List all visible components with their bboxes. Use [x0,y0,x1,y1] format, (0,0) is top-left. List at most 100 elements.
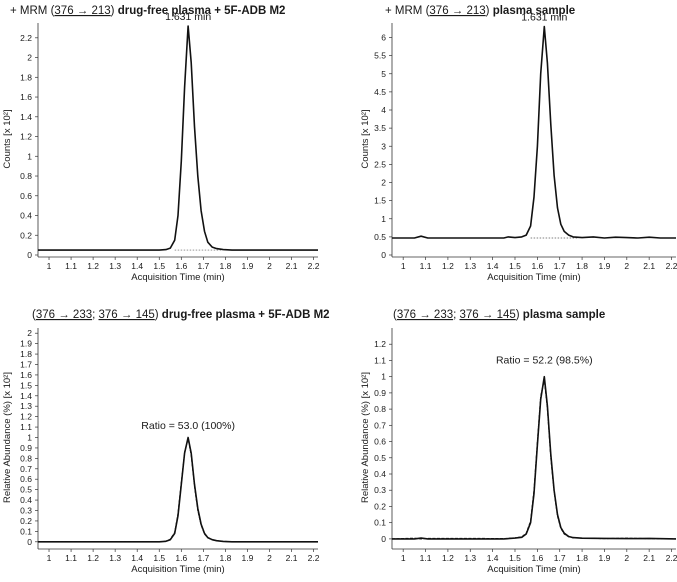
y-tick-label: 1.4 [20,391,32,401]
x-tick-label: 1.6 [531,553,543,563]
title-transition: 376 → 213 [54,5,110,17]
y-tick-label: 5 [381,69,386,79]
x-tick-label: 2 [624,553,629,563]
x-tick-label: 1.7 [554,261,566,271]
y-tick-label: 3 [381,141,386,151]
x-tick-label: 1 [47,261,52,271]
y-tick-label: 0 [27,250,32,260]
series-line-1 [392,375,677,540]
title-mid: ) [155,309,159,321]
y-tick-label: 0 [381,534,386,544]
x-tick-label: 1.9 [599,261,611,271]
y-tick-label: 0.2 [20,230,32,240]
x-tick-label: 1.6 [175,261,187,271]
chart-panel-3: (376 → 233; 376 → 145) drug-free plasma … [2,309,330,575]
y-tick-label: 1.5 [20,380,32,390]
title-transition: 376 → 213 [429,5,485,17]
y-tick-label: 2 [381,178,386,188]
y-tick-label: 0.1 [374,518,386,528]
y-tick-label: 0.9 [374,388,386,398]
title-separator: ; [453,309,459,321]
x-tick-label: 1.4 [131,553,143,563]
y-tick-label: 0.7 [374,420,386,430]
x-tick-label: 2.2 [666,261,677,271]
x-tick-label: 1 [401,261,406,271]
y-tick-label: 0 [381,250,386,260]
x-tick-label: 1 [47,553,52,563]
y-tick-label: 1 [27,433,32,443]
y-tick-label: 3.5 [374,123,386,133]
chart-panel-4: (376 → 233; 376 → 145) plasma sample 1 1.1… [360,309,677,575]
chart-panel-1: + MRM (376 → 213) drug-free plasma + 5F-… [2,5,320,283]
x-tick-label: 1.7 [197,553,209,563]
x-tick-label: 1.4 [487,261,499,271]
x-tick-label: 1.7 [197,261,209,271]
x-tick-label: 2.1 [286,553,298,563]
y-tick-label: 1.2 [20,132,32,142]
chart-title: (376 → 233; 376 → 145) plasma sample [393,309,605,321]
peak-annotation: Ratio = 53.0 (100%) [141,420,235,432]
x-tick-label: 1 [401,553,406,563]
y-tick-label: 1 [381,372,386,382]
title-transition-2: 376 → 145 [460,309,516,321]
x-tick-label: 2.1 [286,261,298,271]
y-tick-label: 0.6 [374,437,386,447]
y-tick-label: 0 [27,537,32,547]
x-tick-label: 1.1 [65,261,77,271]
y-tick-label: 0.4 [374,469,386,479]
title-prefix: + MRM ( [10,5,55,17]
x-tick-label: 2 [267,261,272,271]
x-axis-label: Acquisition Time (min) [131,564,224,575]
x-tick-label: 2.2 [308,261,320,271]
x-tick-label: 1.2 [87,553,99,563]
chart-title: (376 → 233; 376 → 145) drug-free plasma … [32,309,330,321]
x-tick-label: 1.6 [175,553,187,563]
y-tick-label: 4.5 [374,87,386,97]
title-transition: 376 → 233 [36,309,92,321]
chart-panel-2: + MRM (376 → 213) plasma sample 1 1.1 1.2 1.… [360,5,677,283]
y-tick-label: 0.2 [20,516,32,526]
x-tick-label: 1.5 [153,553,165,563]
chart-title: + MRM (376 → 213) plasma sample [385,5,575,17]
title-transition-2: 376 → 145 [99,309,155,321]
series-line-2 [391,379,677,540]
y-tick-label: 2 [27,53,32,63]
y-tick-label: 1.6 [20,92,32,102]
x-tick-label: 1.1 [65,553,77,563]
x-tick-label: 1.3 [464,553,476,563]
peak-annotation: Ratio = 52.2 (98.5%) [496,355,593,367]
y-tick-label: 1.6 [20,370,32,380]
title-mid: ) [111,5,115,17]
y-tick-label: 0.8 [20,171,32,181]
title-prefix: ( [32,309,36,321]
x-tick-label: 1.9 [242,261,254,271]
series-line-1 [392,25,676,239]
x-axis-label: Acquisition Time (min) [487,564,580,575]
x-tick-label: 1.8 [576,553,588,563]
y-tick-label: 1.5 [374,196,386,206]
y-tick-label: 0.3 [374,485,386,495]
x-tick-label: 1.3 [109,261,121,271]
y-axis-label: Counts [x 10²] [360,109,371,168]
y-tick-label: 1.7 [20,360,32,370]
title-separator: ; [92,309,98,321]
x-tick-label: 2 [624,261,629,271]
y-tick-label: 1.8 [20,72,32,82]
series-line-1 [38,436,318,543]
y-tick-label: 1.2 [374,339,386,349]
y-tick-label: 2.2 [20,33,32,43]
x-tick-label: 2.2 [308,553,320,563]
y-tick-label: 1.1 [20,422,32,432]
x-tick-label: 1.8 [219,261,231,271]
y-tick-label: 1.9 [20,339,32,349]
y-tick-label: 1 [27,151,32,161]
x-tick-label: 2.1 [643,261,655,271]
y-tick-label: 0.2 [374,501,386,511]
x-tick-label: 1.6 [531,261,543,271]
x-tick-label: 1.2 [442,553,454,563]
y-tick-label: 1 [381,214,386,224]
x-tick-label: 1.2 [442,261,454,271]
y-tick-label: 1.4 [20,112,32,122]
x-tick-label: 1.8 [576,261,588,271]
series-line-2 [38,437,318,543]
